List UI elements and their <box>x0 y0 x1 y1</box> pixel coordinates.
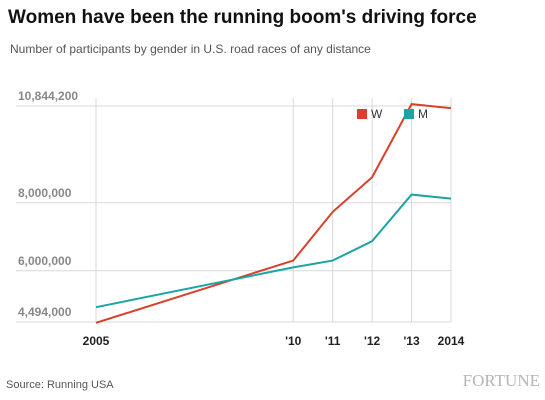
legend-swatch <box>357 109 367 119</box>
x-tick-label: '11 <box>325 334 341 348</box>
line-series <box>95 103 452 324</box>
chart-title: Women have been the running boom's drivi… <box>8 7 477 28</box>
y-tick-label: 4,494,000 <box>18 305 72 319</box>
chart-subtitle: Number of participants by gender in U.S.… <box>10 42 371 56</box>
legend-label: M <box>418 107 428 121</box>
x-tick-label: 2014 <box>438 334 465 348</box>
y-tick-label: 10,844,200 <box>18 89 78 103</box>
x-tick-label: '12 <box>364 334 381 348</box>
x-tick-label: 2005 <box>83 334 110 348</box>
x-tick-label: '13 <box>403 334 420 348</box>
legend-swatch <box>404 109 414 119</box>
y-tick-label: 6,000,000 <box>18 254 72 268</box>
brand: FORTUNE <box>463 371 540 390</box>
source: Source: Running USA <box>6 379 114 391</box>
line-series <box>95 193 452 309</box>
y-tick-label: 8,000,000 <box>18 186 72 200</box>
x-tick-label: '10 <box>285 334 302 348</box>
legend-label: W <box>371 107 383 121</box>
